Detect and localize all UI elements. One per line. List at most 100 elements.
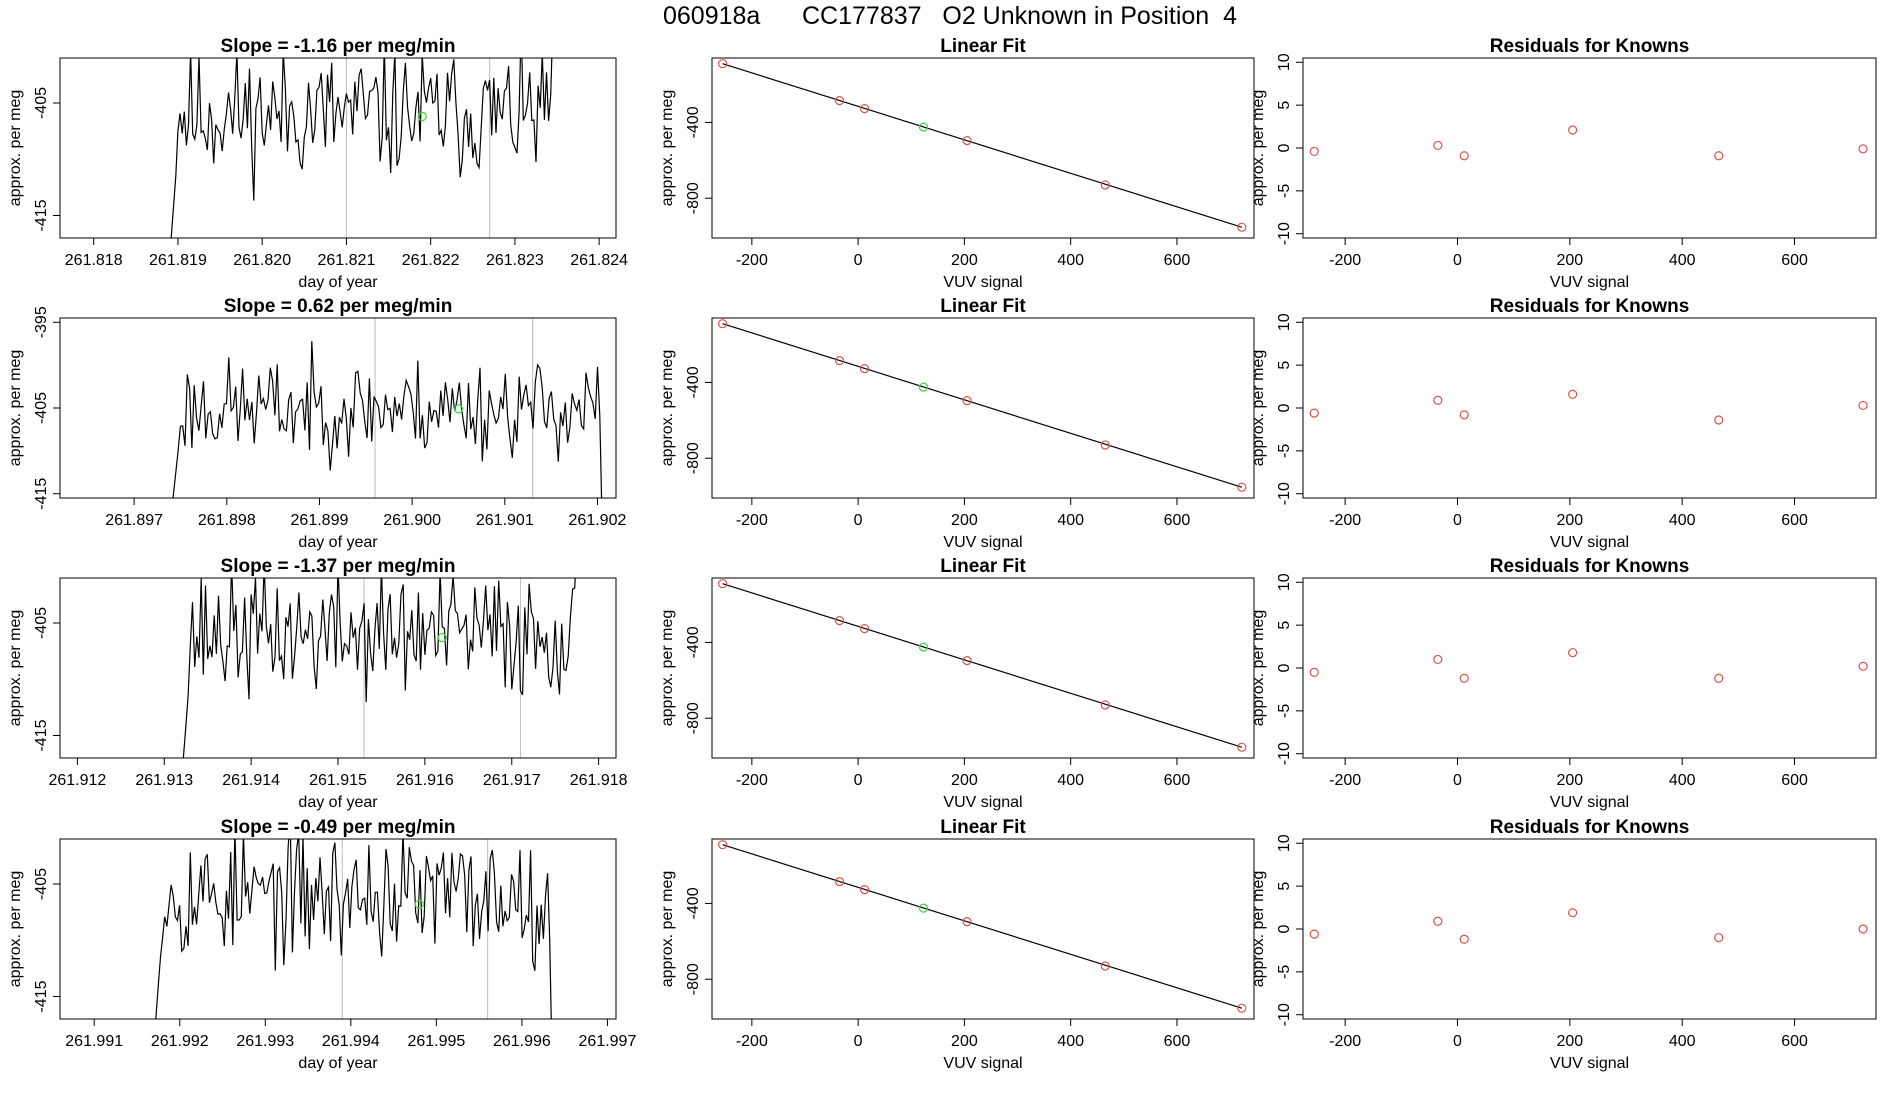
known-point — [718, 579, 728, 589]
x-tick-label: 261.822 — [402, 252, 460, 269]
x-tick-label: 200 — [951, 1033, 978, 1050]
plot-area — [718, 59, 1247, 232]
plot-frame — [711, 317, 1255, 499]
x-tick-label: 261.819 — [149, 252, 207, 269]
y-tick-label: 0 — [1276, 924, 1293, 933]
series-line — [170, 58, 553, 238]
y-tick-label: 0 — [1276, 403, 1293, 412]
panel-linear_fit-1: Linear Fit VUV signal approx. per meg -200 0… — [659, 36, 1255, 291]
x-tick-label: -200 — [1329, 512, 1361, 529]
y-tick-label: -5 — [1276, 184, 1293, 198]
x-tick-label: 200 — [1556, 1033, 1583, 1050]
unknown-point — [918, 382, 929, 392]
x-tick-label: 261.902 — [569, 512, 627, 529]
x-tick-label: 0 — [1453, 1033, 1462, 1050]
y-tick-label: 5 — [1276, 361, 1293, 370]
y-tick-label: -405 — [33, 392, 50, 424]
x-tick-label: 261.821 — [318, 252, 376, 269]
known-point — [859, 623, 870, 634]
x-tick-label: 261.899 — [291, 512, 349, 529]
panel-residuals-4: Residuals for Knowns VUV signal approx. pe… — [1250, 817, 1877, 1072]
plot-title: Residuals for Knowns — [1490, 36, 1690, 57]
plot-frame — [1302, 317, 1877, 499]
x-axis-label: day of year — [298, 274, 378, 291]
x-tick-label: 600 — [1164, 772, 1191, 789]
x-tick-label: 600 — [1164, 512, 1191, 529]
unknown-point — [417, 111, 427, 122]
fit-line — [722, 583, 1242, 748]
plot-area — [718, 319, 1247, 492]
x-tick-label: 261.818 — [65, 252, 123, 269]
plot-title: Residuals for Knowns — [1490, 296, 1690, 317]
x-tick-label: 261.897 — [105, 512, 163, 529]
x-tick-label: 600 — [1781, 772, 1808, 789]
x-tick-label: 261.918 — [570, 772, 628, 789]
x-tick-label: 0 — [854, 512, 863, 529]
y-tick-label: -5 — [1276, 704, 1293, 718]
y-tick-label: -400 — [685, 887, 702, 919]
known-point — [718, 319, 728, 329]
x-axis-label: day of year — [298, 1055, 378, 1072]
x-tick-label: 261.996 — [493, 1033, 551, 1050]
x-tick-label: 0 — [854, 1033, 863, 1050]
y-tick-label: -10 — [1276, 742, 1293, 765]
y-tick-label: 10 — [1276, 573, 1293, 591]
known-point — [834, 96, 845, 106]
y-tick-label: -10 — [1276, 1003, 1293, 1026]
y-tick-label: -415 — [33, 199, 50, 231]
unknown-point — [414, 899, 424, 909]
x-axis-label: VUV signal — [943, 534, 1022, 551]
known-point — [859, 103, 870, 114]
residual-point — [1433, 140, 1443, 151]
x-tick-label: 200 — [1556, 772, 1583, 789]
y-tick-label: -415 — [33, 478, 50, 510]
x-tick-label: 0 — [854, 252, 863, 269]
x-tick-label: 400 — [1669, 772, 1696, 789]
x-tick-label: 261.993 — [236, 1033, 294, 1050]
fit-line — [722, 323, 1242, 488]
x-tick-label: 261.901 — [476, 512, 534, 529]
y-tick-label: -405 — [33, 868, 50, 900]
x-tick-label: -200 — [1329, 1033, 1361, 1050]
plot-frame — [711, 838, 1255, 1020]
known-point — [1100, 961, 1110, 971]
y-tick-label: -10 — [1276, 482, 1293, 505]
y-axis-label: approx. per meg — [1250, 350, 1267, 467]
panel-timeseries-1: Slope = -1.16 per meg/min day of year appr… — [7, 36, 628, 291]
residual-point — [1858, 400, 1868, 411]
x-tick-label: 400 — [1669, 1033, 1696, 1050]
x-tick-label: -200 — [736, 772, 768, 789]
residual-point — [1459, 410, 1469, 420]
x-tick-label: 261.913 — [135, 772, 193, 789]
known-point — [962, 136, 972, 146]
x-tick-label: 200 — [951, 252, 978, 269]
residual-point — [1568, 125, 1578, 135]
plot-area — [1309, 389, 1868, 425]
plot-frame — [59, 57, 617, 239]
x-tick-label: -200 — [1329, 772, 1361, 789]
known-point — [962, 917, 972, 927]
x-axis-label: VUV signal — [943, 794, 1022, 811]
x-axis-label: day of year — [298, 794, 378, 811]
residual-point — [1309, 929, 1319, 939]
known-point — [1237, 1003, 1247, 1013]
plot-area — [155, 839, 552, 1019]
series-line — [172, 341, 603, 498]
y-axis-label: approx. per meg — [1250, 90, 1267, 207]
plot-frame — [711, 577, 1255, 759]
residual-point — [1858, 661, 1868, 671]
x-tick-label: 261.912 — [48, 772, 106, 789]
x-tick-label: 0 — [1453, 252, 1462, 269]
fit-line — [722, 844, 1242, 1009]
y-axis-label: approx. per meg — [659, 350, 676, 467]
panel-residuals-3: Residuals for Knowns VUV signal approx. pe… — [1250, 556, 1877, 811]
plot-title: Slope = 0.62 per meg/min — [224, 296, 453, 317]
y-tick-label: 5 — [1276, 621, 1293, 630]
known-point — [834, 356, 845, 366]
known-point — [1237, 482, 1247, 492]
plot-title: Slope = -1.16 per meg/min — [221, 36, 456, 57]
residual-point — [1568, 389, 1578, 399]
plot-title: Slope = -1.37 per meg/min — [221, 556, 456, 577]
x-tick-label: 0 — [1453, 772, 1462, 789]
